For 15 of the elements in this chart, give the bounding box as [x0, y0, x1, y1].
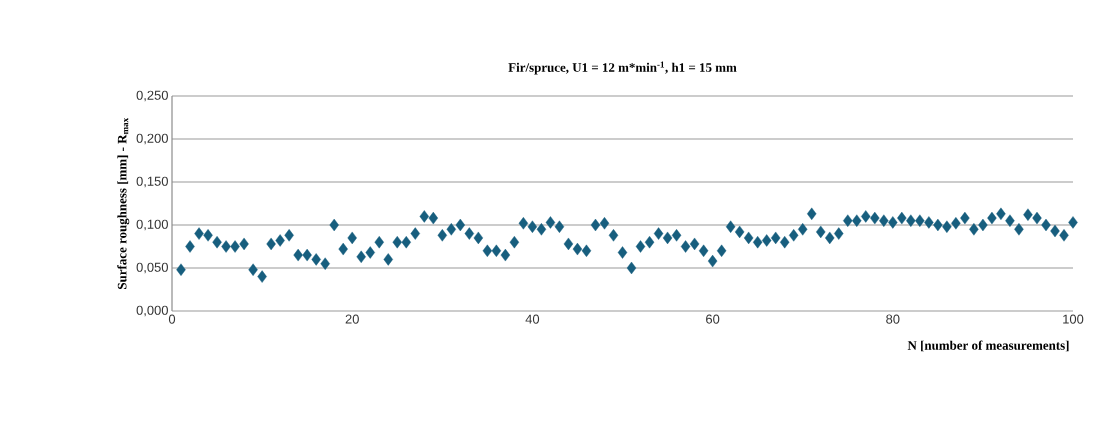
y-tick-label: 0,200 [136, 133, 168, 145]
y-tick-label: 0,250 [136, 90, 168, 102]
y-tick-label: 0,100 [136, 219, 168, 231]
y-tick-label: 0,150 [136, 176, 168, 188]
x-tick-label: 100 [1063, 314, 1084, 324]
x-tick-label: 0 [168, 314, 176, 324]
x-axis-title: N [number of measurements] [907, 340, 1069, 352]
x-tick-label: 60 [706, 314, 720, 324]
x-tick-label: 20 [345, 314, 359, 324]
y-tick-label: 0,000 [136, 305, 168, 317]
x-tick-label: 40 [525, 314, 540, 324]
y-axis-title: Surface roughness [mm] - R$_{max}$ [117, 117, 130, 289]
chart-title: Fir/spruce, U1 = 12 m*min$^{-1}$, h1 = 15 mm [508, 61, 737, 75]
x-tick-label: 80 [886, 314, 900, 324]
y-tick-label: 0,050 [136, 262, 168, 274]
